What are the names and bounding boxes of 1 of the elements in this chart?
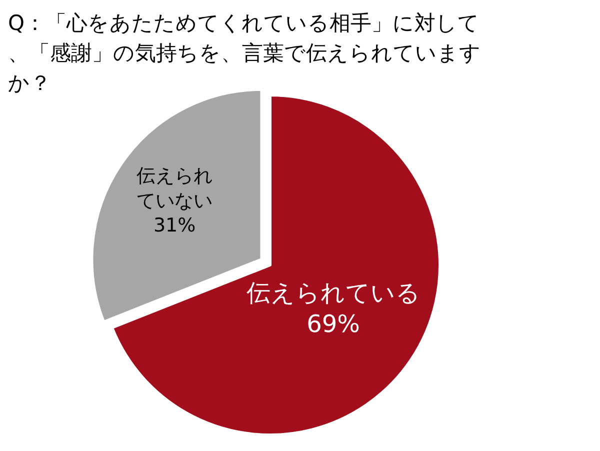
title: Q：「心をあたためてくれている相手」に対して、「感謝」の気持ちを、言葉で伝えられていますか？ [8, 11, 481, 95]
